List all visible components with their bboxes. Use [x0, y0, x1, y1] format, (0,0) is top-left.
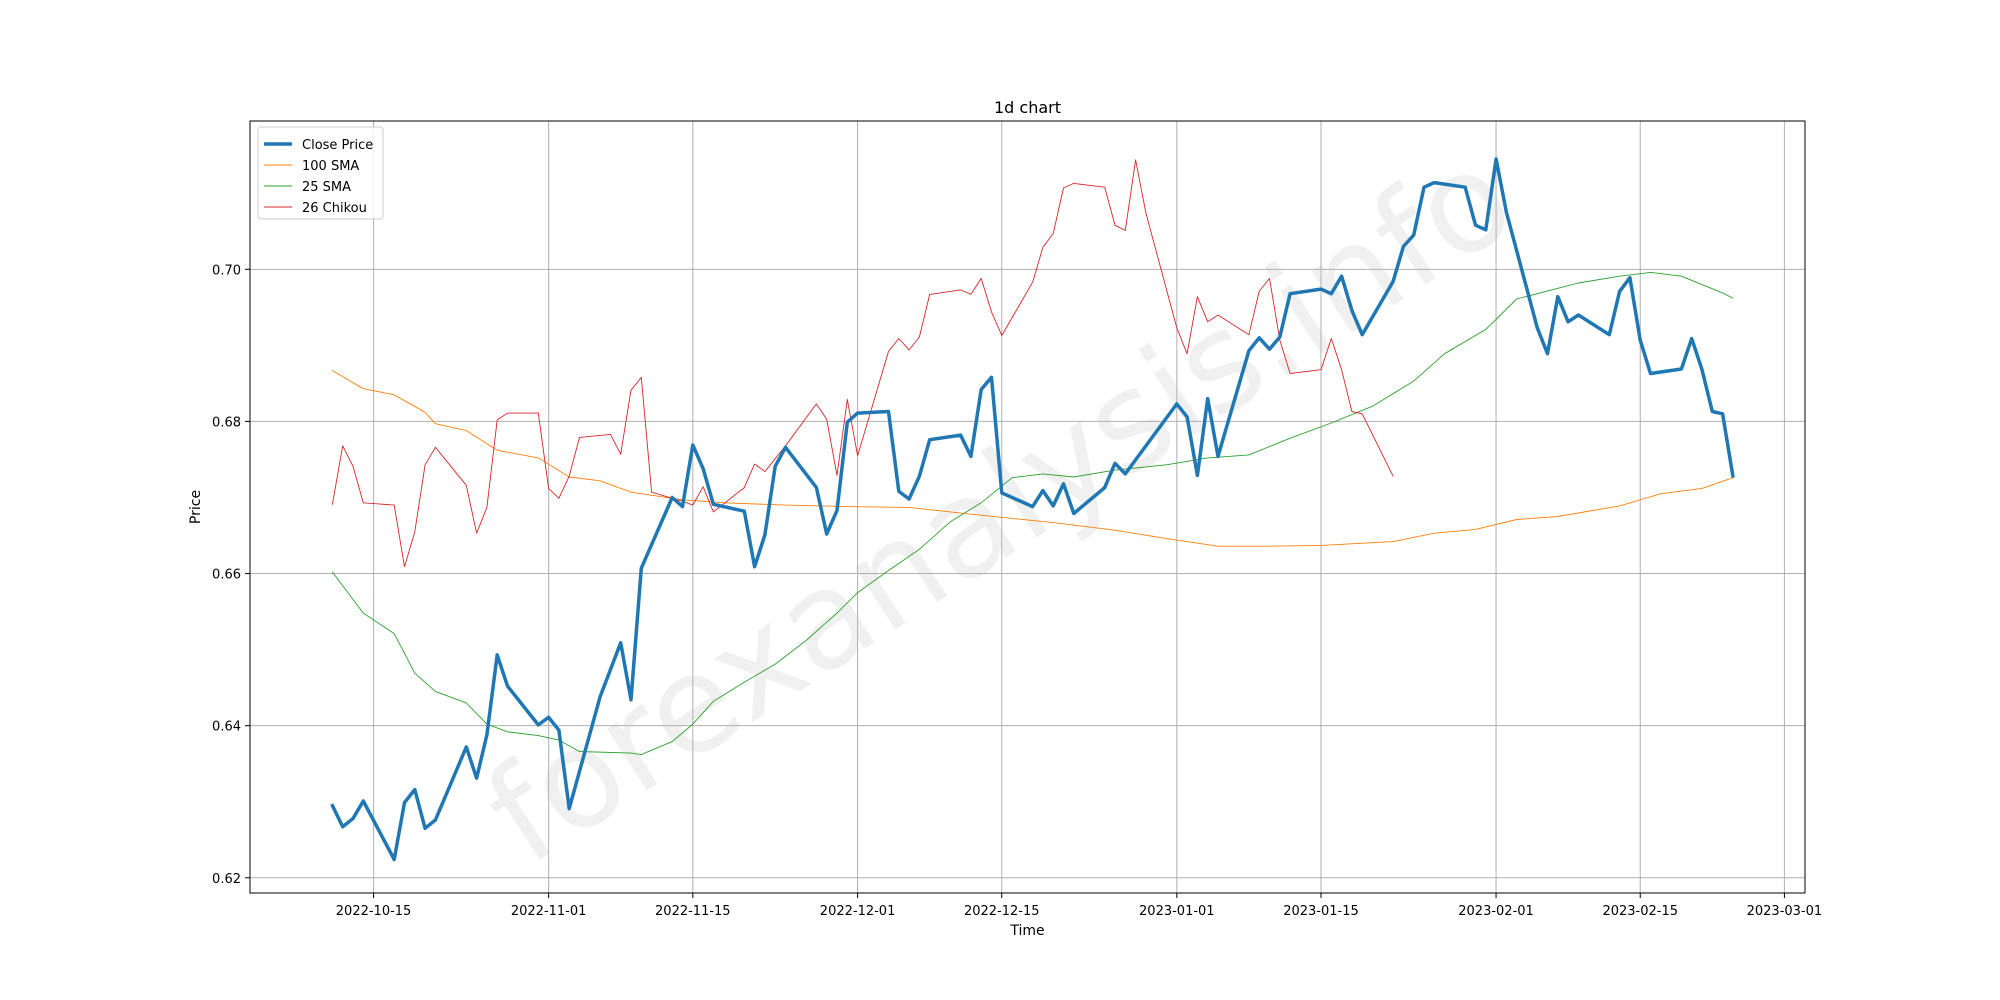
grid [250, 121, 1805, 893]
close-price-line [330, 157, 1735, 862]
x-tick-label: 2022-11-01 [511, 904, 587, 919]
x-tick-label: 2022-12-01 [820, 904, 896, 919]
y-tick-label: 0.64 [212, 720, 241, 735]
x-tick-label: 2023-02-15 [1602, 904, 1678, 919]
plot-area-frame [249, 120, 1806, 894]
legend-label: 25 SMA [302, 180, 351, 195]
legend-label: 100 SMA [302, 159, 359, 174]
x-tick-label: 2022-10-15 [336, 904, 412, 919]
chart-title: 1d chart [994, 98, 1061, 117]
legend-label: 26 Chikou [302, 201, 367, 216]
x-tick-label: 2023-02-01 [1458, 904, 1534, 919]
y-tick-label: 0.66 [212, 568, 241, 583]
legend: Close Price 100 SMA 25 SMA 26 Chikou [257, 126, 384, 220]
x-tick-label: 2023-01-15 [1283, 904, 1359, 919]
x-tick-label: 2022-12-15 [964, 904, 1040, 919]
x-tick-label: 2023-01-01 [1139, 904, 1215, 919]
series-layer [330, 157, 1735, 862]
100-sma-line [331, 370, 1734, 547]
legend-label: Close Price [302, 138, 373, 153]
axes: 2022-10-15 2022-11-01 2022-11-15 2022-12-01… [212, 263, 1822, 919]
x-tick-label: 2022-11-15 [655, 904, 731, 919]
25-sma-line [331, 271, 1734, 756]
x-tick-label: 2023-03-01 [1747, 904, 1823, 919]
y-tick-label: 0.68 [212, 415, 241, 430]
legend-box [257, 126, 384, 220]
x-axis-label: Time [1009, 923, 1044, 939]
y-tick-label: 0.70 [212, 263, 241, 278]
y-axis-label: Price [188, 490, 204, 524]
y-tick-label: 0.62 [212, 872, 241, 887]
26-chikou-line [331, 159, 1394, 568]
